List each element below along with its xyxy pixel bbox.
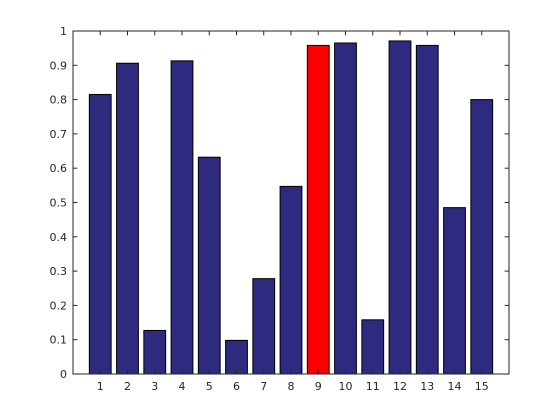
y-tick-label: 0.3: [50, 265, 68, 278]
x-tick-label: 2: [124, 380, 131, 393]
bar-series: [88, 40, 494, 375]
x-tick-label: 7: [260, 380, 267, 393]
x-tick-label: 11: [366, 380, 380, 393]
bar-9: [306, 44, 330, 375]
y-tick-label: 0: [60, 368, 67, 381]
bar-13: [415, 44, 439, 375]
x-tick-label: 5: [206, 380, 213, 393]
bar-12: [388, 40, 412, 375]
bar-14: [443, 207, 466, 375]
x-tick-label: 3: [151, 380, 158, 393]
y-axis-tick-labels: 0 0.1 0.2 0.3 0.4 0.5 0.6 0.7 0.8 0.9 1: [50, 25, 68, 381]
x-tick-label: 6: [233, 380, 240, 393]
y-tick-label: 0.2: [50, 299, 68, 312]
bar-4: [170, 60, 194, 375]
x-tick-label: 13: [420, 380, 434, 393]
x-tick-label: 4: [179, 380, 186, 393]
bar-3: [143, 329, 167, 375]
bar-10: [334, 42, 357, 375]
bar-6: [225, 339, 248, 375]
x-tick-label: 12: [393, 380, 407, 393]
y-tick-label: 0.9: [50, 59, 68, 72]
x-tick-label: 14: [448, 380, 462, 393]
x-axis-tick-labels: 1 2 3 4 5 6 7 8 9 10 11 12 13 14 15: [97, 380, 489, 393]
y-tick-label: 1: [60, 25, 67, 38]
axis-ticks: [73, 30, 509, 375]
bar-7: [252, 278, 276, 375]
y-tick-label: 0.8: [50, 94, 68, 107]
y-tick-label: 0.5: [50, 197, 68, 210]
x-tick-label: 8: [288, 380, 295, 393]
x-tick-label: 9: [315, 380, 322, 393]
bar-11: [361, 319, 385, 375]
y-tick-label: 0.4: [50, 231, 68, 244]
x-tick-label: 15: [475, 380, 489, 393]
bar-8: [279, 185, 303, 375]
y-tick-label: 0.7: [50, 128, 68, 141]
bar-5: [197, 156, 221, 375]
bar-2: [116, 62, 139, 375]
bar-15: [470, 99, 494, 375]
x-tick-label: 10: [339, 380, 353, 393]
y-tick-label: 0.6: [50, 162, 68, 175]
bar-1: [88, 93, 112, 375]
y-tick-label: 0.1: [50, 334, 68, 347]
x-tick-label: 1: [97, 380, 104, 393]
